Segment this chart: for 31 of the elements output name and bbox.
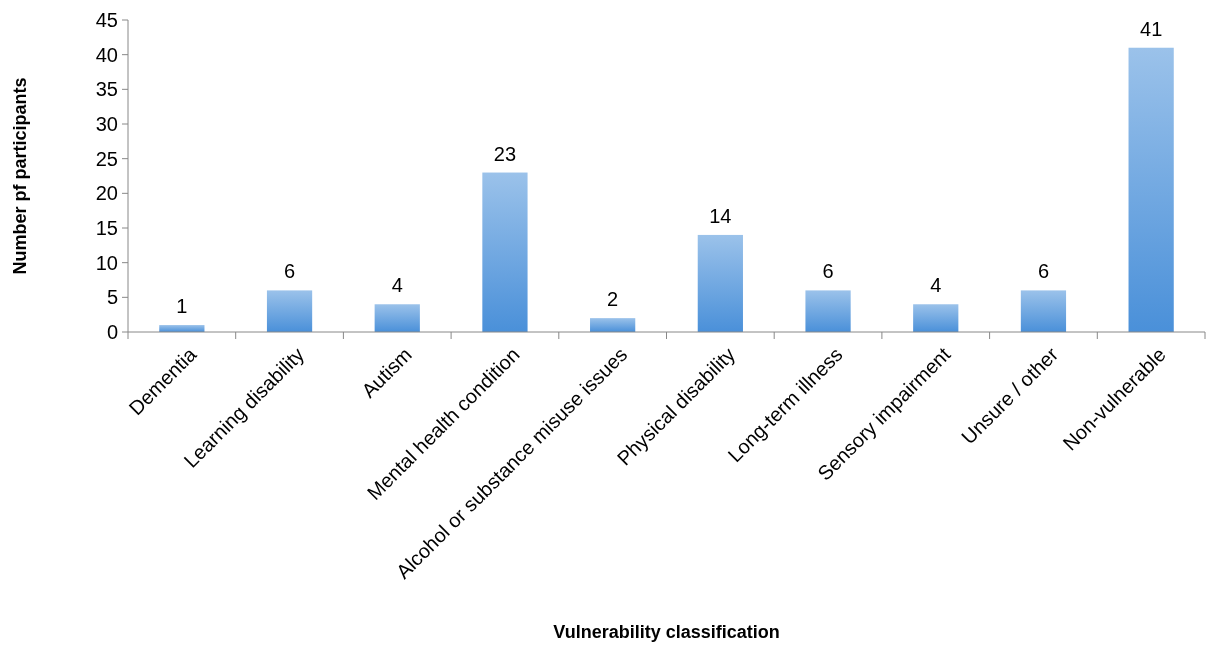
bar	[266, 290, 313, 332]
data-label: 1	[176, 295, 188, 318]
bar	[590, 318, 636, 332]
x-axis-title: Vulnerability classification	[553, 622, 780, 642]
y-tick-label: 0	[106, 321, 118, 343]
data-label: 14	[709, 204, 732, 227]
y-tick-label: 40	[95, 43, 118, 66]
bar	[805, 290, 851, 332]
y-tick-label: 25	[95, 147, 118, 170]
y-tick-label: 30	[95, 113, 118, 135]
data-label: 4	[930, 274, 942, 297]
bar	[482, 172, 528, 332]
bar	[1020, 290, 1067, 332]
y-tick-label: 5	[106, 286, 118, 309]
y-axis-title: Number pf participants	[10, 77, 30, 275]
data-label: 6	[822, 260, 834, 283]
data-label: 2	[607, 288, 619, 311]
data-label: 4	[391, 274, 403, 297]
bar	[374, 304, 420, 332]
y-tick-label: 35	[95, 78, 118, 101]
y-tick-label: 20	[95, 182, 118, 205]
bar	[913, 304, 959, 332]
y-tick-label: 10	[95, 251, 118, 274]
bar	[1128, 47, 1174, 332]
data-label: 23	[493, 142, 517, 165]
y-tick-label: 45	[95, 9, 118, 31]
bar	[697, 234, 743, 332]
data-label: 6	[283, 260, 296, 283]
data-label: 41	[1140, 17, 1163, 40]
data-label: 6	[1037, 260, 1050, 283]
y-tick-label: 15	[95, 217, 118, 239]
